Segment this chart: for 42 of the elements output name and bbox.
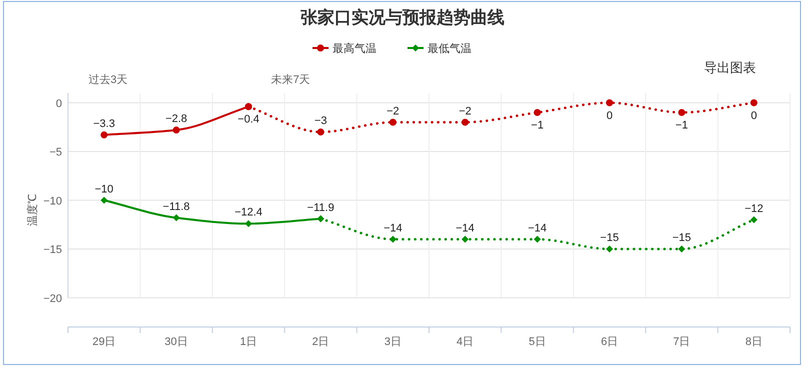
text: 未来7天 <box>271 73 310 86</box>
y-tick-label: −15 <box>43 244 62 256</box>
data-label: −2.8 <box>165 113 188 126</box>
data-label: −0.4 <box>238 114 260 126</box>
data-label: 0 <box>606 110 613 122</box>
data-label: −3 <box>314 115 327 127</box>
y-tick-label: 0 <box>56 98 62 110</box>
data-label: −11.9 <box>307 202 334 214</box>
data-label: −12.4 <box>234 206 262 219</box>
x-tick-label: 3日 <box>384 336 402 348</box>
data-label: −2 <box>458 105 472 118</box>
x-tick-label: 8日 <box>745 336 762 348</box>
data-label: −1 <box>675 120 688 132</box>
data-label: −14 <box>528 222 547 234</box>
x-tick-label: 7日 <box>673 336 690 348</box>
x-tick-label: 30日 <box>164 336 188 348</box>
data-label: −2 <box>386 105 400 118</box>
data-label: −3.3 <box>93 118 115 130</box>
data-label: −10 <box>94 183 114 196</box>
data-label: −12 <box>744 202 764 215</box>
x-tick-label: 2日 <box>312 336 330 348</box>
y-tick-label: −20 <box>43 292 62 305</box>
chart-title: 张家口实况与预报趋势曲线 <box>300 8 504 27</box>
y-tick-label: −10 <box>43 195 62 208</box>
data-label: 0 <box>750 110 757 122</box>
data-label: −11.8 <box>162 200 190 213</box>
y-tick-label: −5 <box>49 146 62 158</box>
x-tick-label: 4日 <box>456 336 474 348</box>
x-tick-label: 5日 <box>528 336 546 348</box>
y-axis-title: 温度℃ <box>26 194 39 226</box>
x-tick-label: 1日 <box>240 336 258 348</box>
text: 导出图表 <box>704 60 756 75</box>
legend-label: 最高气温 <box>332 42 376 55</box>
data-label: −15 <box>600 232 619 244</box>
data-label: −15 <box>672 232 692 244</box>
text: 过去3天 <box>88 73 128 86</box>
data-label: −1 <box>531 120 544 132</box>
data-label: −14 <box>384 222 402 234</box>
x-tick-label: 29日 <box>92 336 116 348</box>
x-tick-label: 6日 <box>600 336 618 348</box>
legend-label: 最低气温 <box>428 43 472 55</box>
data-label: −14 <box>456 222 474 234</box>
